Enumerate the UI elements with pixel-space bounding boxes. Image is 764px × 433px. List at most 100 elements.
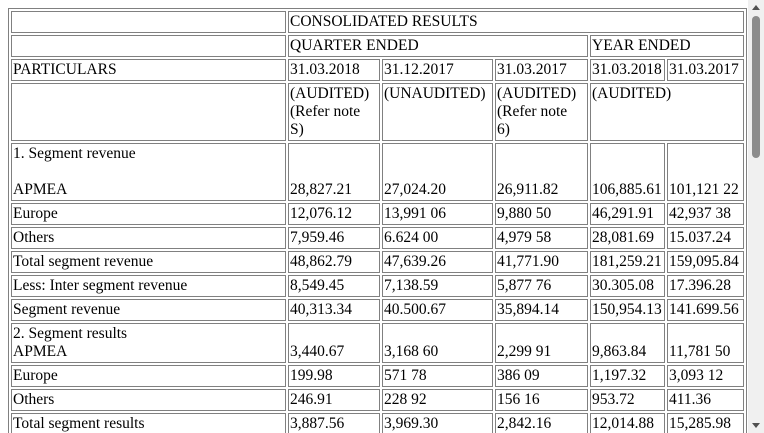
value-cell: 228 92 bbox=[382, 389, 493, 411]
audit-status-line: (Refer note bbox=[290, 103, 361, 120]
empty-header-cell bbox=[11, 83, 286, 141]
value-cell: 3,969.30 bbox=[382, 413, 493, 433]
value-cell: 17.396.28 bbox=[667, 275, 744, 297]
table-row: Europe 199.98 571 78 386 09 1,197.32 3,0… bbox=[11, 365, 744, 387]
value-cell: 42,937 38 bbox=[667, 203, 744, 225]
year-ended-heading: YEAR ENDED bbox=[590, 35, 744, 57]
table-row: Europe 12,076.12 13,991 06 9,880 50 46,2… bbox=[11, 203, 744, 225]
row-label: Others bbox=[11, 227, 286, 249]
value-cell: 28,081.69 bbox=[590, 227, 665, 249]
value-cell: 3,168 60 bbox=[382, 323, 493, 363]
value-cell: 411.36 bbox=[667, 389, 744, 411]
vertical-scrollbar[interactable] bbox=[748, 0, 764, 433]
date-header-q3: 31.03.2017 bbox=[495, 59, 588, 81]
value-cell: 181,259.21 bbox=[590, 251, 665, 273]
value-cell: 8,549.45 bbox=[288, 275, 380, 297]
value-cell: 41,771.90 bbox=[495, 251, 588, 273]
section-label: 1. Segment revenue bbox=[13, 145, 136, 162]
date-header-y1: 31.03.2018 bbox=[590, 59, 665, 81]
value-cell: 199.98 bbox=[288, 365, 380, 387]
value-cell: 5,877 76 bbox=[495, 275, 588, 297]
table-row: Less: Inter segment revenue 8,549.45 7,1… bbox=[11, 275, 744, 297]
value-cell: 9,880 50 bbox=[495, 203, 588, 225]
value-cell: 3,440.67 bbox=[288, 323, 380, 363]
table-row: Total segment revenue 48,862.79 47,639.2… bbox=[11, 251, 744, 273]
row-label: Segment revenue bbox=[11, 299, 286, 321]
value-cell: 571 78 bbox=[382, 365, 493, 387]
value-cell: 7,138.59 bbox=[382, 275, 493, 297]
value-cell: 15.037.24 bbox=[667, 227, 744, 249]
value-cell: 40.500.67 bbox=[382, 299, 493, 321]
empty-header-cell bbox=[11, 35, 286, 57]
table-row: Others 7,959.46 6.624 00 4,979 58 28,081… bbox=[11, 227, 744, 249]
row-label: Europe bbox=[11, 365, 286, 387]
value-cell: 28,827.21 bbox=[288, 143, 380, 201]
table-row: Total segment results 3,887.56 3,969.30 … bbox=[11, 413, 744, 433]
value-cell: 101,121 22 bbox=[667, 143, 744, 201]
consolidated-results-table: CONSOLIDATED RESULTS QUARTER ENDED YEAR … bbox=[8, 8, 747, 433]
audit-status-line: 6) bbox=[497, 121, 510, 138]
value-cell: 12,076.12 bbox=[288, 203, 380, 225]
value-cell: 3,887.56 bbox=[288, 413, 380, 433]
value-cell: 15,285.98 bbox=[667, 413, 744, 433]
value-cell: 106,885.61 bbox=[590, 143, 665, 201]
row-label: Total segment revenue bbox=[11, 251, 286, 273]
table-row: 2. Segment results APMEA 3,440.67 3,168 … bbox=[11, 323, 744, 363]
value-cell: 27,024.20 bbox=[382, 143, 493, 201]
audit-status-line: S) bbox=[290, 121, 304, 138]
value-cell: 150,954.13 bbox=[590, 299, 665, 321]
empty-header-cell bbox=[11, 11, 286, 33]
value-cell: 11,781 50 bbox=[667, 323, 744, 363]
audit-status-line: (AUDITED) bbox=[497, 85, 577, 102]
value-cell: 2,299 91 bbox=[495, 323, 588, 363]
segment-label: APMEA bbox=[13, 343, 68, 360]
value-cell: 35,894.14 bbox=[495, 299, 588, 321]
value-cell: 40,313.34 bbox=[288, 299, 380, 321]
row-label: 1. Segment revenue APMEA bbox=[11, 143, 286, 201]
audit-status-line: (AUDITED) bbox=[290, 85, 370, 102]
value-cell: 2,842.16 bbox=[495, 413, 588, 433]
row-label: Europe bbox=[11, 203, 286, 225]
date-header-q1: 31.03.2018 bbox=[288, 59, 380, 81]
value-cell: 26,911.82 bbox=[495, 143, 588, 201]
table-row: 1. Segment revenue APMEA 28,827.21 27,02… bbox=[11, 143, 744, 201]
audit-status-line: (Refer note bbox=[497, 103, 568, 120]
audit-status-q2: (UNAUDITED) bbox=[382, 83, 493, 141]
value-cell: 30.305.08 bbox=[590, 275, 665, 297]
audit-status-year: (AUDITED) bbox=[590, 83, 744, 141]
value-cell: 7,959.46 bbox=[288, 227, 380, 249]
scroll-up-icon[interactable] bbox=[752, 5, 760, 10]
value-cell: 159,095.84 bbox=[667, 251, 744, 273]
table-row: Segment revenue 40,313.34 40.500.67 35,8… bbox=[11, 299, 744, 321]
row-label: Less: Inter segment revenue bbox=[11, 275, 286, 297]
value-cell: 953.72 bbox=[590, 389, 665, 411]
value-cell: 48,862.79 bbox=[288, 251, 380, 273]
scrollbar-thumb[interactable] bbox=[752, 16, 760, 158]
value-cell: 47,639.26 bbox=[382, 251, 493, 273]
row-label: 2. Segment results APMEA bbox=[11, 323, 286, 363]
row-label: Others bbox=[11, 389, 286, 411]
row-label: Total segment results bbox=[11, 413, 286, 433]
value-cell: 12,014.88 bbox=[590, 413, 665, 433]
document-viewport: CONSOLIDATED RESULTS QUARTER ENDED YEAR … bbox=[8, 8, 747, 433]
date-header-q2: 31.12.2017 bbox=[382, 59, 493, 81]
value-cell: 141.699.56 bbox=[667, 299, 744, 321]
value-cell: 386 09 bbox=[495, 365, 588, 387]
value-cell: 1,197.32 bbox=[590, 365, 665, 387]
particulars-heading: PARTICULARS bbox=[11, 59, 286, 81]
value-cell: 13,991 06 bbox=[382, 203, 493, 225]
value-cell: 156 16 bbox=[495, 389, 588, 411]
date-header-y2: 31.03.2017 bbox=[667, 59, 744, 81]
quarter-ended-heading: QUARTER ENDED bbox=[288, 35, 588, 57]
consolidated-results-heading: CONSOLIDATED RESULTS bbox=[288, 11, 744, 33]
value-cell: 246.91 bbox=[288, 389, 380, 411]
value-cell: 6.624 00 bbox=[382, 227, 493, 249]
value-cell: 9,863.84 bbox=[590, 323, 665, 363]
audit-status-q3: (AUDITED) (Refer note 6) bbox=[495, 83, 588, 141]
value-cell: 3,093 12 bbox=[667, 365, 744, 387]
section-label: 2. Segment results bbox=[13, 325, 128, 342]
table-row: Others 246.91 228 92 156 16 953.72 411.3… bbox=[11, 389, 744, 411]
segment-label: APMEA bbox=[13, 181, 68, 198]
value-cell: 4,979 58 bbox=[495, 227, 588, 249]
scroll-down-icon[interactable] bbox=[752, 423, 760, 428]
